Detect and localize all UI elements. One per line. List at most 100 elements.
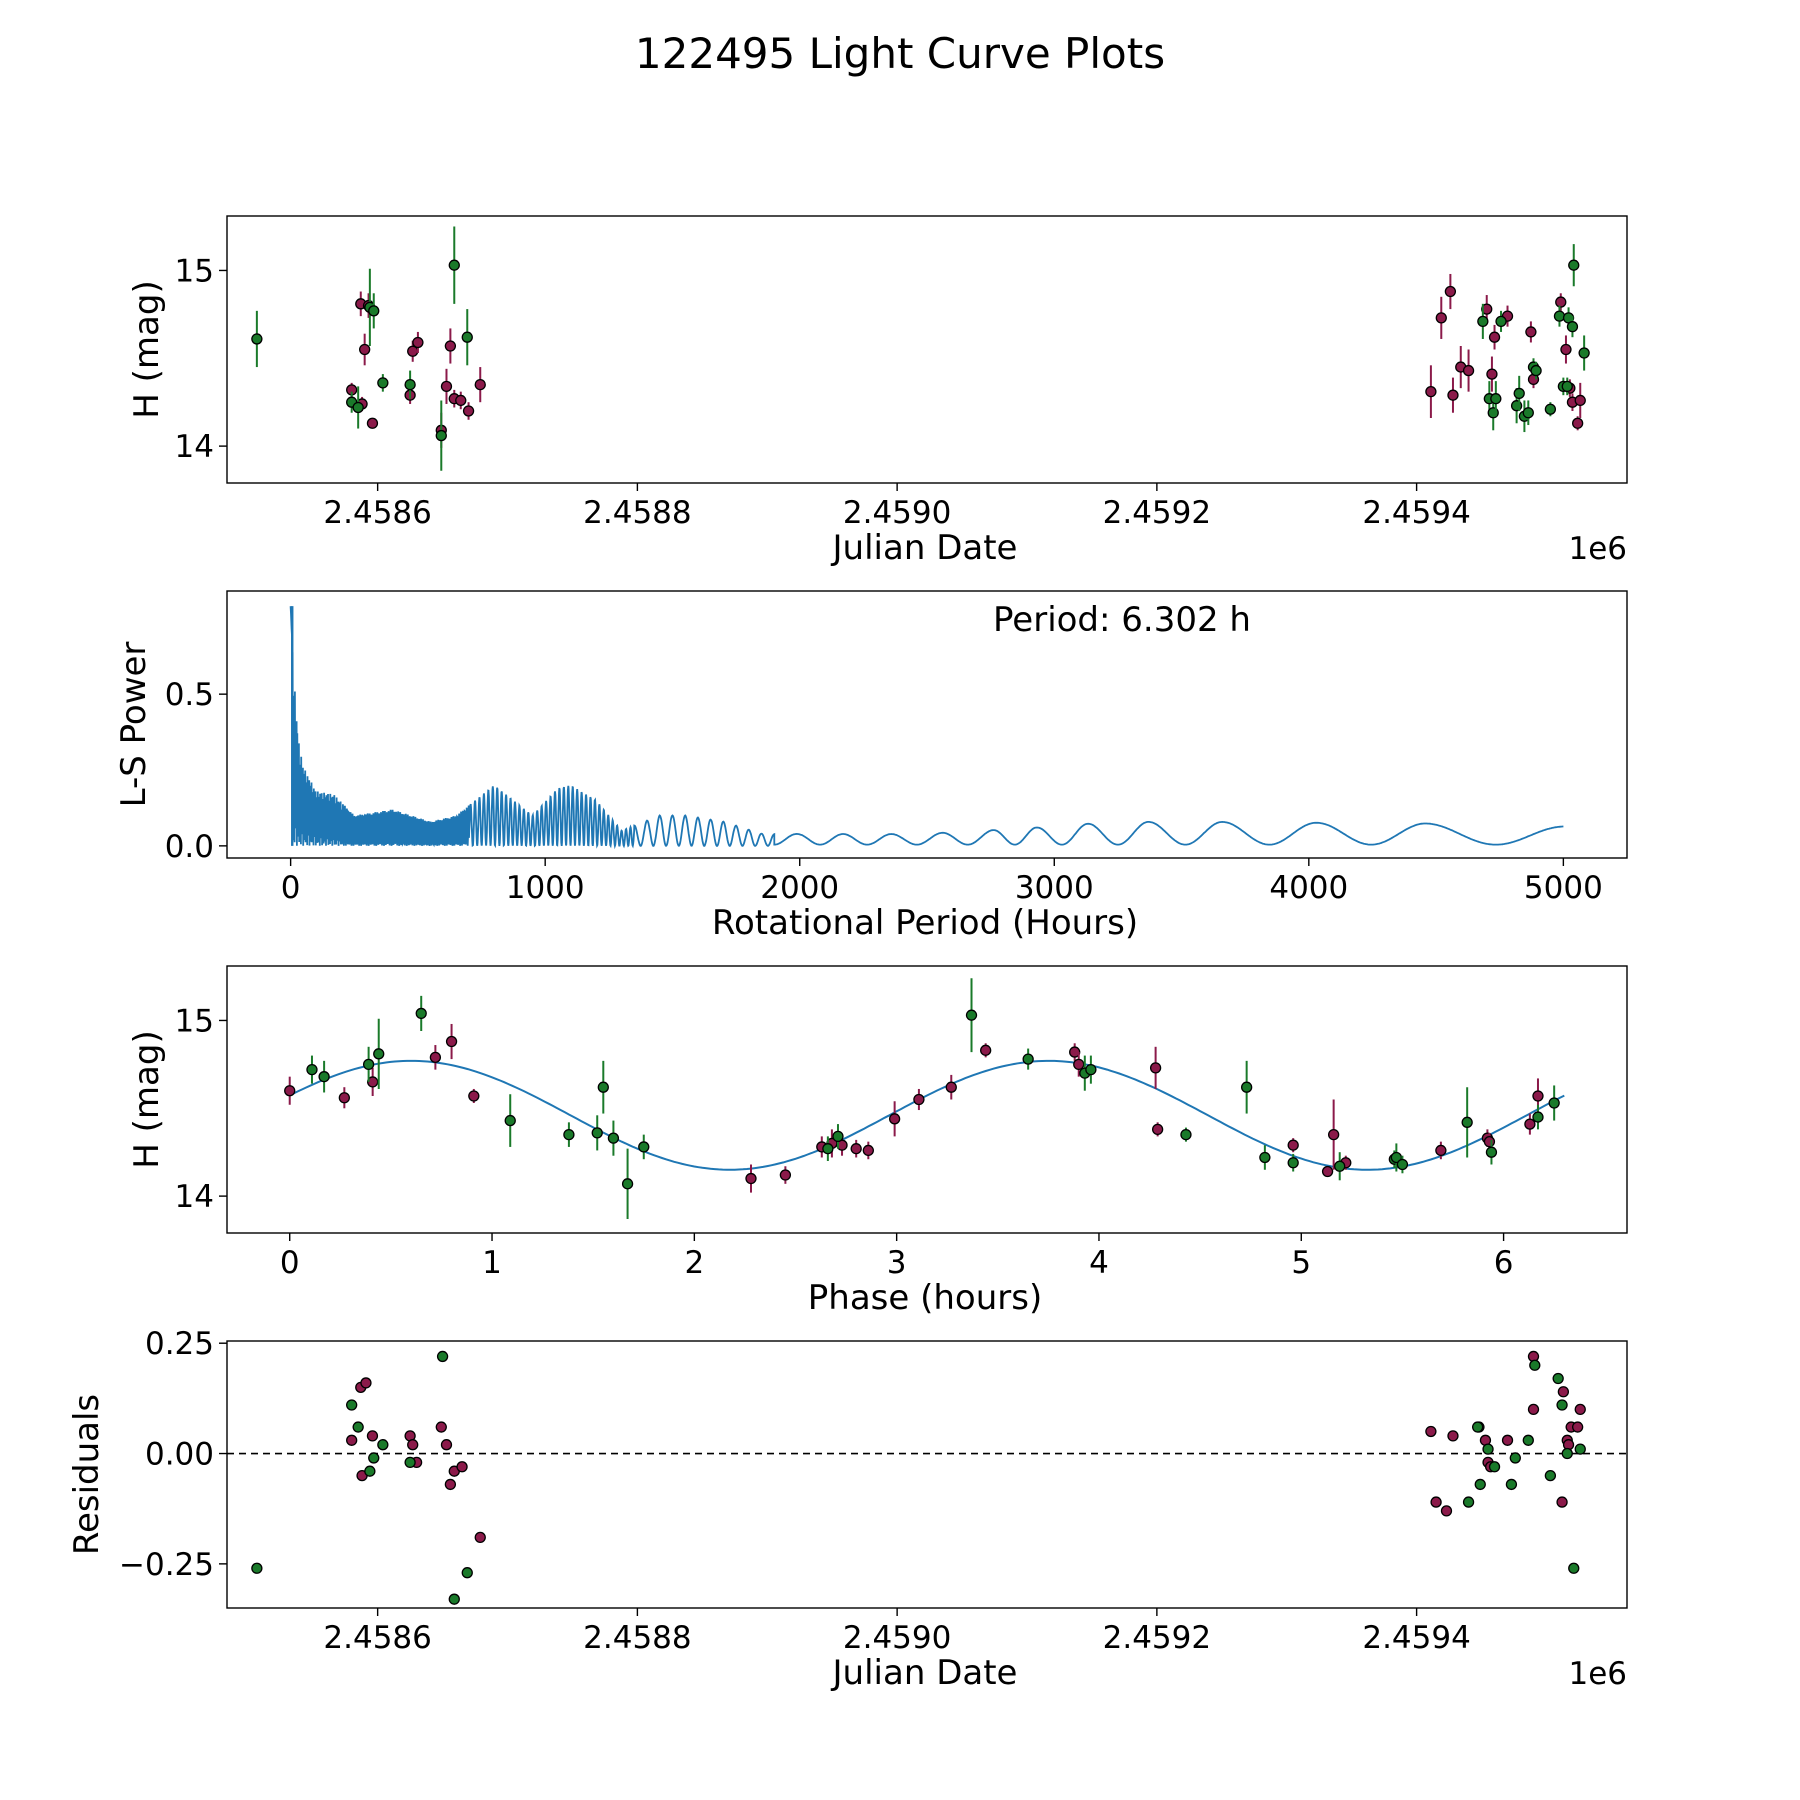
phased-xtick-label: 2 <box>684 1245 704 1281</box>
residuals-ytick-label: 0.00 <box>145 1437 214 1473</box>
phased-point-series-1 <box>1396 1158 1409 1171</box>
phased-point-series-1 <box>1461 1116 1473 1128</box>
phased-point-series-0 <box>850 1143 862 1155</box>
lightcurve-frame <box>226 215 1628 484</box>
lightcurve-point-series-1 <box>377 377 389 389</box>
phased-point-series-0 <box>862 1144 874 1157</box>
phased-point-series-1 <box>1532 1111 1544 1123</box>
residuals-point-series-1 <box>448 1593 460 1605</box>
phased-point-series-0 <box>1321 1165 1334 1178</box>
lightcurve-point-series-1 <box>435 429 447 442</box>
lightcurve-point-series-0 <box>1425 386 1437 398</box>
lightcurve-point-series-0 <box>412 336 424 349</box>
phased-ylabel: H (mag) <box>127 1030 167 1168</box>
lightcurve-point-series-0 <box>1488 331 1501 343</box>
phased-point-series-0 <box>1151 1123 1164 1136</box>
lightcurve-point-series-1 <box>251 333 263 345</box>
lightcurve-point-series-1 <box>448 259 460 271</box>
phased-point-series-0 <box>1287 1139 1299 1151</box>
periodogram-xtick-label: 4000 <box>1269 870 1348 906</box>
periodogram-ytick-label: 0.5 <box>165 677 214 713</box>
lightcurve-point-series-1 <box>1495 315 1507 328</box>
phased-point-series-1 <box>1241 1081 1253 1093</box>
residuals-panel: 2.4586 2.4588 2.4590 2.4592 2.4594 −0.25 0.00 0… <box>67 1326 1628 1693</box>
lightcurve-point-series-0 <box>462 405 475 417</box>
lightcurve-point-series-0 <box>1555 296 1567 308</box>
residuals-point-series-1 <box>1529 1359 1541 1371</box>
lightcurve-ytick-label: 14 <box>175 429 214 465</box>
phased-point-series-0 <box>980 1044 992 1056</box>
residuals-xtick-label: 2.4590 <box>843 1620 951 1656</box>
phased-point-series-0 <box>429 1051 442 1063</box>
phased-point-series-1 <box>1548 1097 1560 1109</box>
periodogram-xtick-label: 1000 <box>506 870 585 906</box>
residuals-point-series-0 <box>407 1439 419 1451</box>
phased-ytick-label: 14 <box>175 1179 214 1215</box>
phased-point-series-0 <box>1149 1062 1162 1074</box>
lightcurve-xtick-label: 2.4592 <box>1103 495 1211 531</box>
residuals-xtick-label: 2.4586 <box>323 1620 431 1656</box>
lightcurve-point-series-1 <box>1490 393 1502 405</box>
lightcurve-point-series-0 <box>359 343 371 356</box>
residuals-point-series-1 <box>404 1456 416 1469</box>
residuals-point-series-1 <box>1544 1469 1557 1482</box>
lightcurve-point-series-0 <box>444 340 457 352</box>
phased-point-series-1 <box>822 1143 834 1155</box>
lightcurve-point-series-1 <box>1553 310 1566 322</box>
periodogram-xlabel: Rotational Period (Hours) <box>712 903 1138 943</box>
lightcurve-point-series-0 <box>440 380 453 393</box>
periodogram-ytick-label: 0.0 <box>165 829 214 865</box>
phased-xtick-label: 0 <box>280 1245 300 1281</box>
lightcurve-point-series-1 <box>1522 407 1534 419</box>
lightcurve-point-series-0 <box>1444 285 1457 298</box>
residuals-point-series-1 <box>1574 1443 1586 1455</box>
phased-ytick-label: 15 <box>175 1003 214 1039</box>
phased-point-series-1 <box>373 1048 385 1060</box>
periodogram-xtick-label: 5000 <box>1524 870 1603 906</box>
periodogram-line <box>289 606 1564 850</box>
phased-point-series-0 <box>445 1035 458 1048</box>
residuals-point-series-0 <box>1501 1434 1514 1446</box>
phased-point-series-0 <box>338 1092 350 1104</box>
residuals-point-series-1 <box>368 1452 380 1464</box>
residuals-point-series-0 <box>1574 1403 1586 1416</box>
phased-point-series-1 <box>621 1178 634 1190</box>
phased-point-series-1 <box>1180 1128 1192 1141</box>
periodogram-xtick-label: 3000 <box>1015 870 1094 906</box>
residuals-point-series-0 <box>346 1434 358 1446</box>
phased-point-series-1 <box>318 1071 330 1083</box>
phased-point-series-1 <box>832 1130 844 1143</box>
phased-point-series-1 <box>362 1058 375 1071</box>
phased-point-series-1 <box>1390 1151 1403 1164</box>
residuals-point-series-0 <box>1440 1505 1453 1517</box>
lightcurve-point-series-0 <box>1525 326 1537 338</box>
period-annotation: Period: 6.302 h <box>993 600 1251 640</box>
phased-point-series-0 <box>1524 1118 1536 1130</box>
residuals-point-series-1 <box>1522 1434 1534 1446</box>
residuals-xtick-label: 2.4594 <box>1362 1620 1470 1656</box>
lightcurve-point-series-1 <box>368 305 380 317</box>
lightcurve-point-series-0 <box>474 378 486 391</box>
lightcurve-point-series-1 <box>1530 364 1542 377</box>
residuals-point-series-1 <box>1488 1461 1501 1473</box>
residuals-point-series-0 <box>1571 1421 1584 1433</box>
phased-point-series-0 <box>1532 1090 1544 1102</box>
residuals-point-series-0 <box>1527 1403 1540 1416</box>
residuals-point-series-0 <box>1557 1386 1570 1398</box>
periodogram-ylabel: L-S Power <box>114 642 154 808</box>
residuals-point-series-1 <box>1561 1447 1573 1460</box>
phased-point-series-1 <box>607 1132 620 1144</box>
phased-point-series-0 <box>1483 1136 1496 1148</box>
residuals-point-series-0 <box>366 1430 379 1442</box>
lightcurve-point-series-1 <box>352 401 364 414</box>
residuals-point-series-1 <box>1505 1478 1518 1491</box>
lightcurve-point-series-0 <box>1462 364 1475 377</box>
residuals-ytick-label: −0.25 <box>119 1547 214 1583</box>
lightcurve-point-series-1 <box>1544 403 1557 415</box>
phased-point-series-1 <box>1259 1151 1271 1164</box>
lightcurve-point-series-0 <box>1560 343 1572 356</box>
residuals-point-series-1 <box>1552 1372 1564 1385</box>
phased-point-series-1 <box>415 1007 427 1020</box>
phased-point-series-1 <box>965 1009 978 1021</box>
